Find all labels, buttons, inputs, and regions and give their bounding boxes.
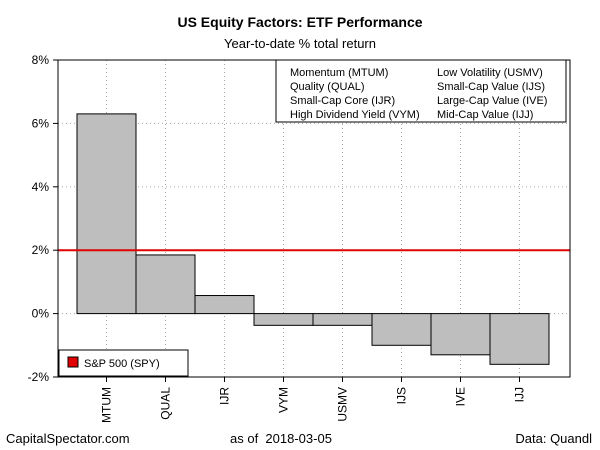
bar-ijs bbox=[371, 313, 432, 346]
legend-entry: Mid-Cap Value (IJJ) bbox=[437, 109, 533, 121]
x-tick-label: IVE bbox=[454, 387, 468, 406]
x-tick-label: USMV bbox=[336, 387, 350, 422]
legend-entry: Momentum (MTUM) bbox=[290, 67, 388, 79]
x-tick-label: QUAL bbox=[159, 387, 173, 420]
y-tick-label: 8% bbox=[32, 53, 50, 67]
footer-as-of-date: 2018-03-05 bbox=[265, 431, 332, 446]
footer-as-of: as of 2018-03-05 bbox=[230, 431, 332, 446]
footer-source-site: CapitalSpectator.com bbox=[6, 431, 130, 446]
x-tick-label: IJJ bbox=[513, 387, 527, 402]
axes: -2% 0% 2% 4% 6% 8% MTUM QUAL IJR VYM USMV IJS IVE IJJ bbox=[28, 53, 571, 423]
y-tick-label: 2% bbox=[32, 243, 50, 257]
x-tick-label: IJS bbox=[395, 387, 409, 404]
legend-entry: Quality (QUAL) bbox=[290, 81, 365, 93]
bar-qual bbox=[135, 254, 196, 315]
y-tick-label: 0% bbox=[32, 307, 50, 321]
footer-as-of-label: as of bbox=[230, 431, 259, 446]
y-tick-label: 6% bbox=[32, 116, 50, 130]
legend-top-right-box bbox=[275, 59, 567, 123]
bar-vym bbox=[253, 313, 314, 326]
y-tick-label: -2% bbox=[28, 370, 50, 384]
legend-entry: Small-Cap Value (IJS) bbox=[437, 81, 545, 93]
chart-title: US Equity Factors: ETF Performance bbox=[177, 14, 423, 30]
bars bbox=[76, 113, 550, 365]
footer-data-source: Data: Quandl bbox=[515, 431, 592, 446]
legend-entry: Large-Cap Value (IVE) bbox=[437, 95, 547, 107]
legend-entry: Small-Cap Core (IJR) bbox=[290, 95, 395, 107]
bar-usmv bbox=[312, 313, 373, 326]
x-tick-label: IJR bbox=[218, 387, 232, 405]
x-tick-label: MTUM bbox=[100, 387, 114, 423]
bar-ive bbox=[430, 313, 491, 356]
x-tick-label: VYM bbox=[277, 387, 291, 413]
legend-entry: High Dividend Yield (VYM) bbox=[290, 109, 420, 121]
legend-bottom-left-box bbox=[58, 349, 189, 377]
legend-entry: Low Volatility (USMV) bbox=[437, 67, 543, 79]
legend-swatch-spy bbox=[67, 356, 79, 368]
legend-bottom-left: S&P 500 (SPY) bbox=[58, 349, 189, 377]
legend-entry-spy: S&P 500 (SPY) bbox=[84, 358, 160, 370]
y-tick-label: 4% bbox=[32, 180, 50, 194]
legend-top-right: Momentum (MTUM) Low Volatility (USMV) Qu… bbox=[275, 59, 567, 123]
chart-subtitle: Year-to-date % total return bbox=[224, 36, 376, 51]
bar-ijr bbox=[194, 295, 255, 315]
bar-ijj bbox=[489, 313, 550, 365]
bar-mtum bbox=[76, 113, 137, 315]
